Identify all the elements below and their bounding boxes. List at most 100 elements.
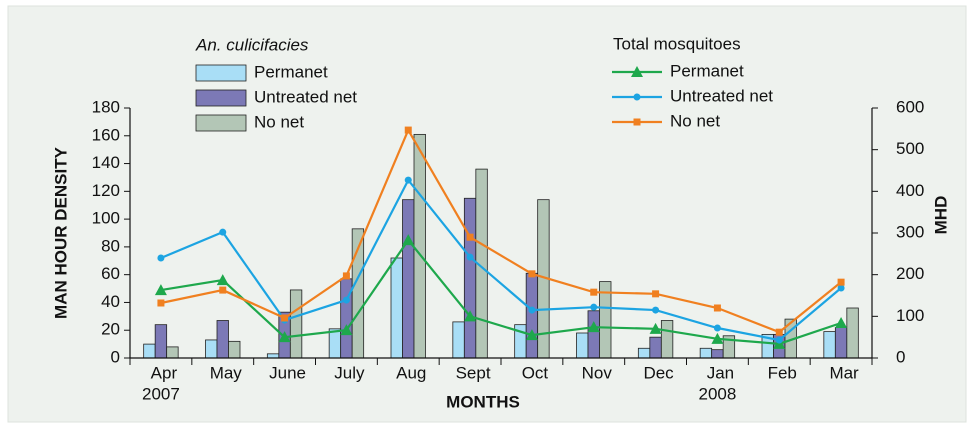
line-marker (466, 253, 474, 261)
legend-label: Permanet (670, 61, 744, 80)
x-tick-label: Feb (768, 363, 797, 382)
legend-label: Permanet (254, 62, 328, 81)
legend-label: Untreated net (670, 86, 773, 105)
bar (154, 324, 168, 359)
x-tick-label: June (269, 363, 306, 382)
y-tick-label: 160 (92, 125, 120, 144)
x-tick-label: Oct (522, 363, 549, 382)
bar (143, 343, 156, 359)
bar (216, 320, 229, 359)
line-marker (157, 299, 165, 307)
y2-tick-label: 300 (896, 222, 924, 241)
line-marker (590, 288, 598, 296)
legend-swatch (195, 89, 247, 107)
line-marker (587, 321, 600, 333)
line-marker (219, 228, 227, 236)
bar (402, 199, 415, 359)
y2-tick-label: 200 (896, 264, 924, 283)
bar (649, 336, 662, 359)
line-marker (219, 286, 227, 294)
legend-marker (633, 118, 641, 126)
line-legend-title: Total mosquitoes (613, 34, 741, 53)
line-marker (713, 324, 721, 332)
bar (413, 133, 426, 359)
bar (699, 347, 713, 359)
y-axis-label: MAN HOUR DENSITY (51, 146, 70, 319)
bar (463, 197, 477, 359)
bar (846, 307, 859, 359)
y-tick-label: 80 (101, 236, 120, 255)
x-tick-label: Sept (456, 363, 491, 382)
line-marker (775, 336, 783, 344)
bar (390, 257, 403, 359)
bar (525, 272, 539, 359)
x-axis-label: MONTHS (446, 392, 520, 411)
line-marker (278, 331, 291, 343)
y-tick-label: 40 (101, 292, 120, 311)
bar (834, 327, 848, 359)
legend-marker (631, 66, 643, 77)
line-marker (528, 270, 536, 278)
y-tick-label: 0 (111, 347, 120, 366)
line (160, 178, 842, 342)
line-marker (342, 296, 350, 304)
y2-tick-label: 400 (896, 181, 924, 200)
x-tick-label: Jan (707, 363, 734, 382)
line (160, 127, 842, 334)
line-marker (404, 126, 412, 134)
bar (289, 289, 303, 359)
y-tick-label: 100 (92, 209, 120, 228)
line-marker (590, 303, 598, 311)
line (160, 238, 842, 345)
line-marker (528, 306, 536, 314)
line-marker (652, 290, 660, 298)
bar (328, 328, 342, 359)
line-marker (652, 306, 660, 314)
bar (711, 349, 724, 359)
legend-label: No net (254, 112, 304, 131)
line-marker (154, 284, 167, 296)
x-tick-label: Aug (396, 363, 426, 382)
y-tick-label: 20 (101, 320, 120, 339)
line-marker (713, 304, 721, 312)
y2-tick-label: 600 (896, 97, 924, 116)
x-tick-label: Dec (643, 363, 674, 382)
legend-marker (633, 93, 641, 101)
x-tick-label: Apr (151, 363, 178, 382)
y-tick-label: 140 (92, 153, 120, 172)
line-marker (837, 278, 845, 286)
y-tick-label: 60 (101, 264, 120, 283)
line-marker (340, 324, 353, 336)
line-marker (649, 322, 662, 334)
bar (587, 310, 600, 359)
bar (452, 321, 465, 359)
bar (166, 346, 179, 359)
bar (823, 331, 836, 359)
y-tick-label: 180 (92, 97, 120, 116)
line-marker (157, 254, 165, 262)
y2-tick-label: 100 (896, 306, 924, 325)
x-tick-label: Mar (829, 363, 859, 382)
bar (266, 353, 280, 359)
year-label: 2007 (142, 384, 180, 403)
y2-axis-label: MHD (931, 196, 950, 235)
legend-swatch (195, 114, 247, 132)
line-marker (216, 274, 229, 286)
bar (660, 320, 674, 359)
line-marker (402, 234, 415, 246)
line-marker (404, 176, 412, 184)
bar (228, 340, 241, 359)
line-marker (464, 310, 477, 322)
line-marker (711, 332, 724, 344)
bar (637, 347, 651, 359)
line-marker (775, 328, 783, 336)
line-marker (466, 233, 474, 241)
line-marker (835, 317, 848, 328)
y-tick-label: 120 (92, 181, 120, 200)
x-tick-label: Nov (582, 363, 613, 382)
bar (576, 332, 589, 359)
bar (205, 339, 218, 359)
legend-label: Untreated net (254, 87, 357, 106)
line-marker (525, 329, 538, 341)
